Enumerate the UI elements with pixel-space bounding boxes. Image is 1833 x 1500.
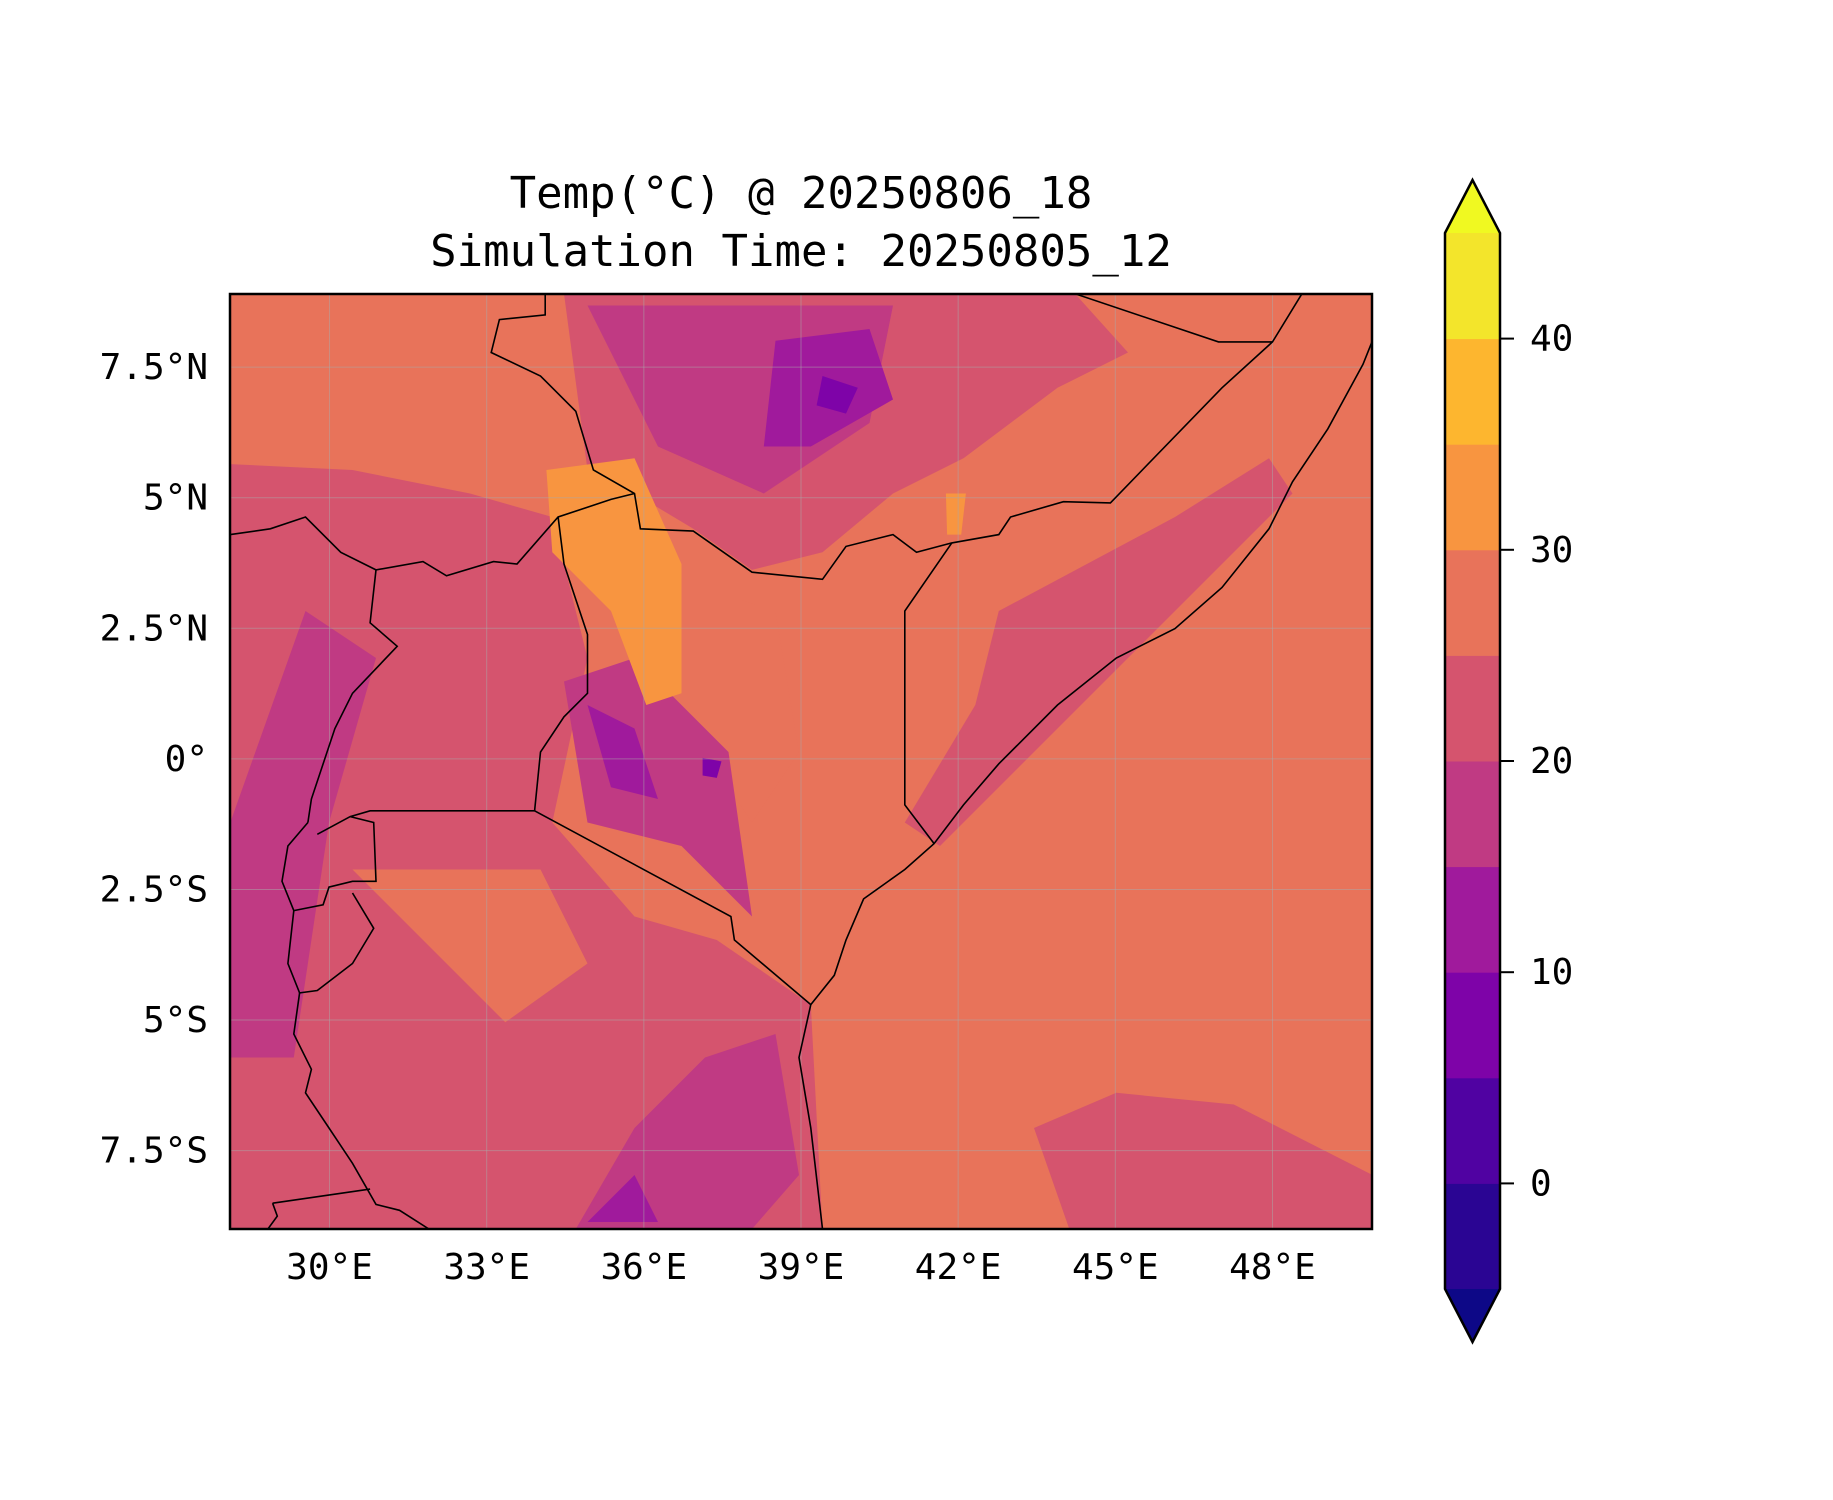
x-tick-label: 39°E (758, 1247, 845, 1288)
colorbar-band-40 (1445, 233, 1500, 340)
chart-title-line2: Simulation Time: 20250805_12 (430, 226, 1172, 277)
field-band-5-10 (702, 757, 722, 778)
colorbar-tick-label: 40 (1530, 319, 1573, 360)
border-line (1074, 294, 1273, 343)
y-tick-label: 2.5°N (100, 608, 208, 649)
colorbar-tick-label: 10 (1530, 952, 1573, 993)
field-band-15-20 (230, 611, 376, 1058)
colorbar-band-35 (1445, 338, 1500, 445)
border-line (533, 516, 589, 811)
x-axis: 30°E 33°E 36°E 39°E 42°E 45°E 48°E (286, 1247, 1316, 1288)
country-borders (230, 294, 1372, 1229)
y-tick-label: 5°N (143, 478, 208, 519)
border-line (534, 810, 812, 1006)
x-tick-label: 45°E (1072, 1247, 1159, 1288)
border-line (230, 492, 635, 577)
y-tick-label: 2.5°S (100, 869, 208, 910)
x-tick-label: 48°E (1229, 1247, 1316, 1288)
border-line (798, 340, 1372, 1229)
field-band-20-25 (1034, 1092, 1372, 1229)
border-line (292, 992, 430, 1229)
colorbar-band-10 (1445, 866, 1500, 973)
field-band-20-25 (230, 464, 823, 1229)
border-line (316, 809, 535, 836)
border-line (281, 815, 377, 912)
y-tick-label: 7.5°S (100, 1131, 208, 1172)
border-line (490, 294, 1303, 581)
y-tick-label: 0° (165, 739, 208, 780)
colorbar-band-20 (1445, 655, 1500, 762)
border-line (267, 1202, 279, 1229)
colorbar-band-15 (1445, 761, 1500, 868)
field-band-10-15 (587, 1175, 658, 1222)
colorbar-band-30 (1445, 444, 1500, 551)
colorbar-tick-label: 30 (1530, 530, 1573, 571)
colorbar: 0 10 20 30 40 (1443, 177, 1573, 1345)
colorbar-band--5 (1445, 1183, 1500, 1290)
border-line (903, 542, 953, 845)
y-tick-label: 7.5°N (100, 347, 208, 388)
chart-title-line1: Temp(°C) @ 20250806_18 (510, 168, 1093, 219)
colorbar-extend-min (1445, 1289, 1500, 1342)
x-tick-label: 30°E (286, 1247, 373, 1288)
field-band-25-30 (352, 869, 588, 1023)
colorbar-band-25 (1445, 549, 1500, 656)
field-band-20-25 (904, 458, 1293, 846)
x-tick-label: 36°E (600, 1247, 687, 1288)
y-axis: 7.5°N 5°N 2.5°N 0° 2.5°S 5°S 7.5°S (100, 347, 208, 1172)
colorbar-extend-max (1445, 180, 1500, 233)
border-line (287, 892, 375, 994)
colorbar-tick-label: 0 (1530, 1163, 1552, 1204)
field-band-10-15 (587, 705, 658, 799)
border-line (272, 1188, 371, 1204)
field-band-5-10 (816, 376, 858, 414)
field-band-30-35 (546, 458, 682, 705)
map-frame (228, 292, 1374, 1231)
border-line (307, 569, 399, 823)
y-tick-label: 5°S (143, 1000, 208, 1041)
colorbar-band-5 (1445, 972, 1500, 1079)
x-tick-label: 33°E (443, 1247, 530, 1288)
field-band-30-35 (945, 493, 966, 535)
colorbar-band-0 (1445, 1077, 1500, 1184)
colorbar-tick-label: 20 (1530, 741, 1573, 782)
colorbar-outline (1443, 177, 1502, 1345)
x-tick-label: 42°E (915, 1247, 1002, 1288)
